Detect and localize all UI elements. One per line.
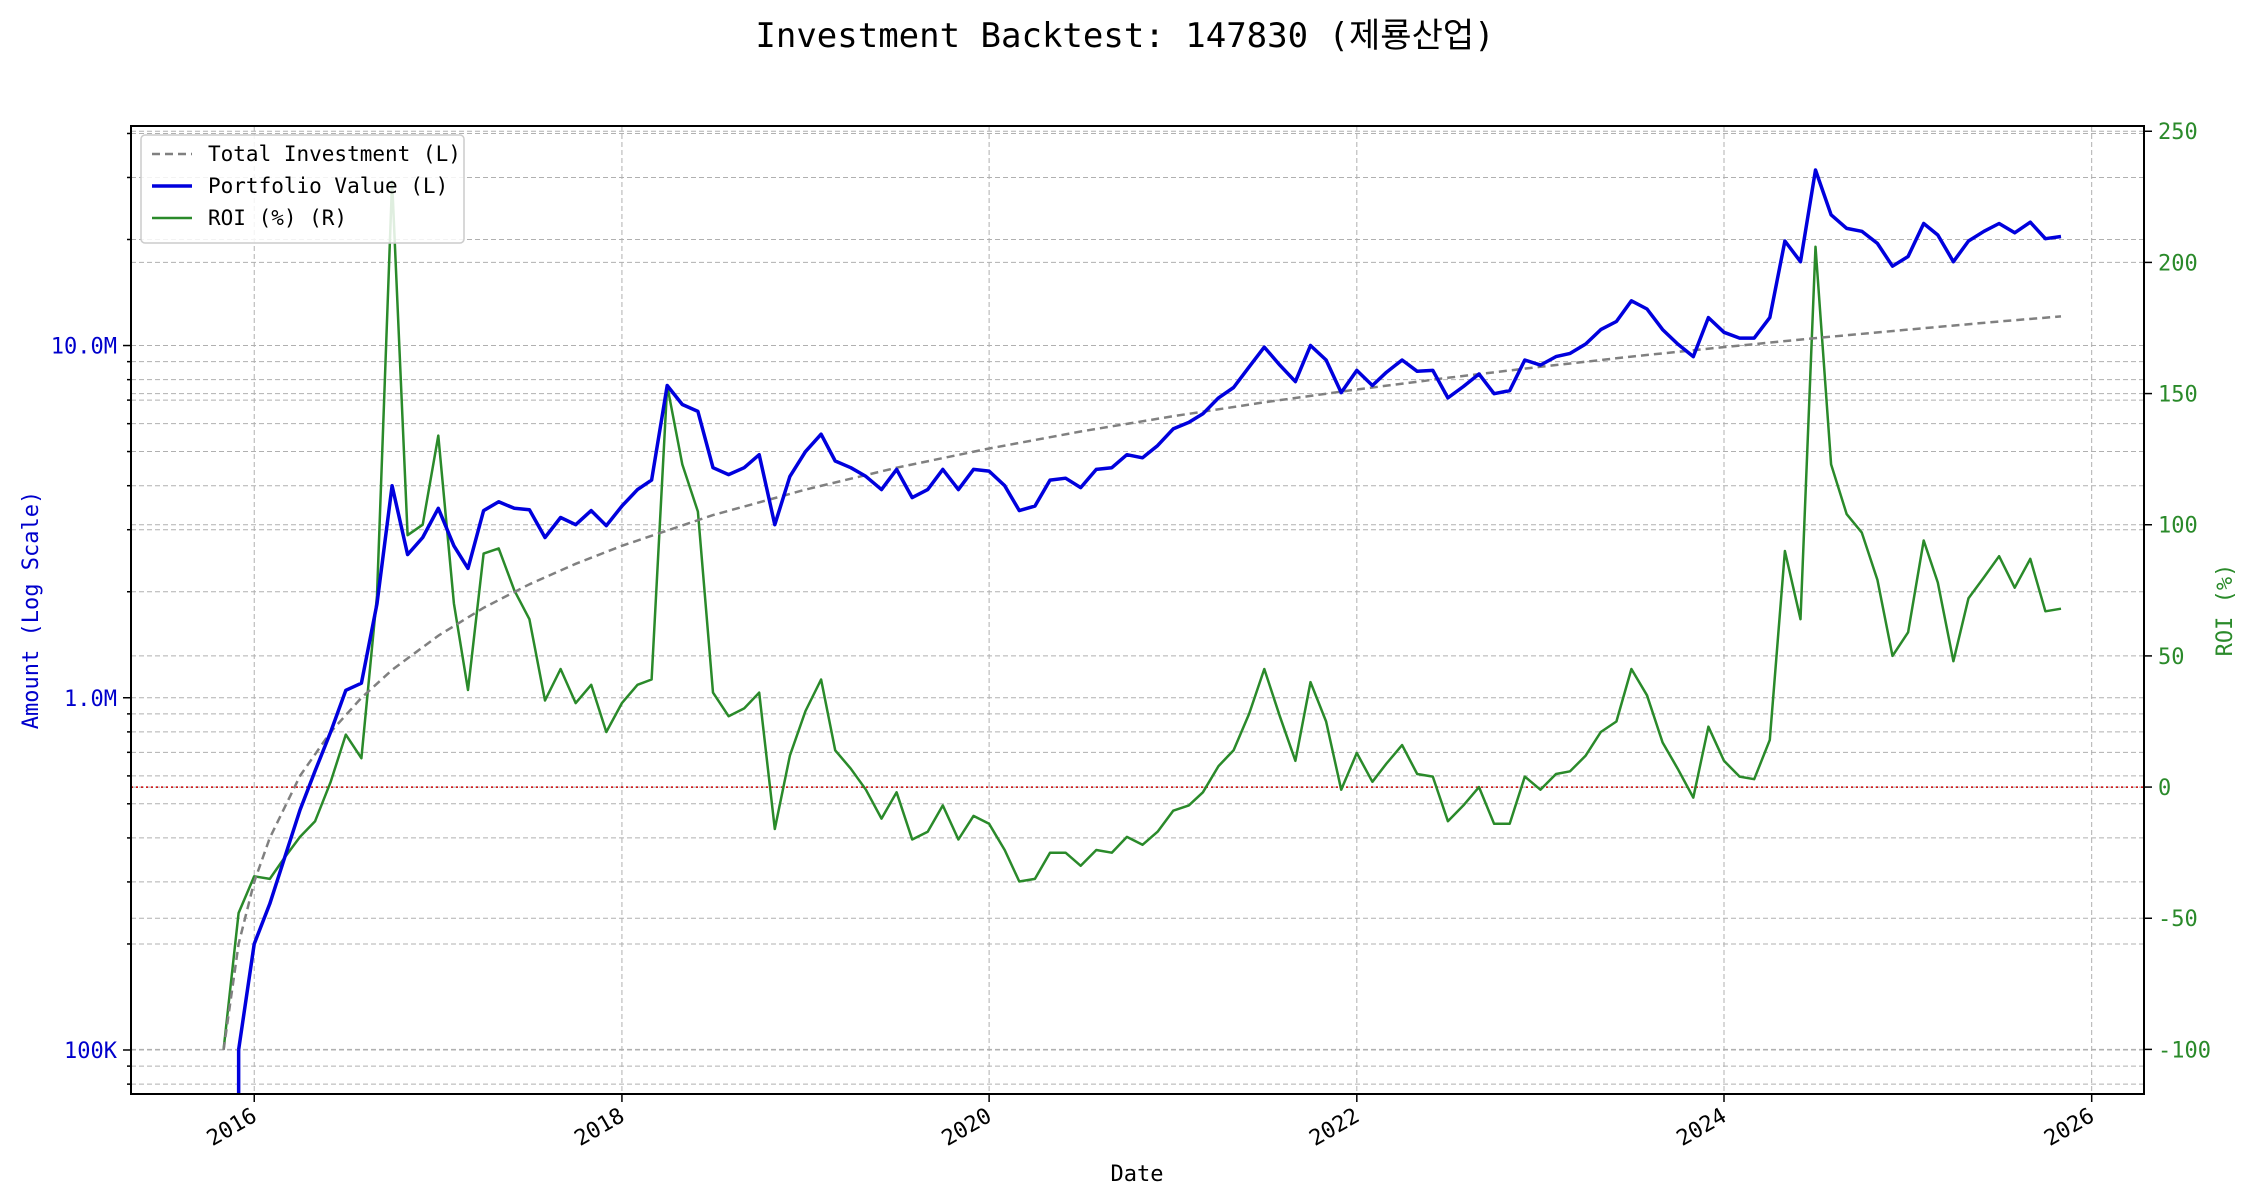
- plot-frame: [130, 125, 2145, 1095]
- y-left-tick-label: 100K: [64, 1039, 118, 1064]
- grid: [131, 126, 2144, 1094]
- y-right-tick-label: 150: [2158, 383, 2198, 408]
- legend-box: [140, 134, 465, 244]
- chart-title: Investment Backtest: 147830 (제룡산업): [755, 16, 1494, 56]
- y-left-tick-label: 1.0M: [64, 687, 117, 712]
- portfolio-value-line: [236, 168, 2062, 1051]
- y-right-axis-label: ROI (%): [2213, 564, 2238, 657]
- y-right-tick-label: 0: [2158, 776, 2171, 801]
- legend: Total Investment (L) Portfolio Value (L) R…: [140, 134, 465, 244]
- legend-entry: Total Investment (L): [208, 142, 461, 166]
- roi-line: [222, 179, 2062, 1050]
- y-right-tick-label: -100: [2158, 1038, 2211, 1063]
- y-right-tick-label: 50: [2158, 645, 2185, 670]
- series-layer: [131, 168, 2144, 1094]
- y-left-axis-label: Amount (Log Scale): [19, 491, 44, 729]
- legend-entry: Portfolio Value (L): [208, 174, 448, 198]
- legend-entry: ROI (%) (R): [208, 206, 347, 230]
- x-axis-label: Date: [1111, 1162, 1164, 1187]
- y-left-tick-label: 10.0M: [51, 335, 117, 360]
- y-right-tick-label: 250: [2158, 120, 2198, 145]
- y-right-tick-label: 100: [2158, 514, 2198, 539]
- y-right-tick-label: 200: [2158, 251, 2198, 276]
- y-right-tick-label: -50: [2158, 907, 2198, 932]
